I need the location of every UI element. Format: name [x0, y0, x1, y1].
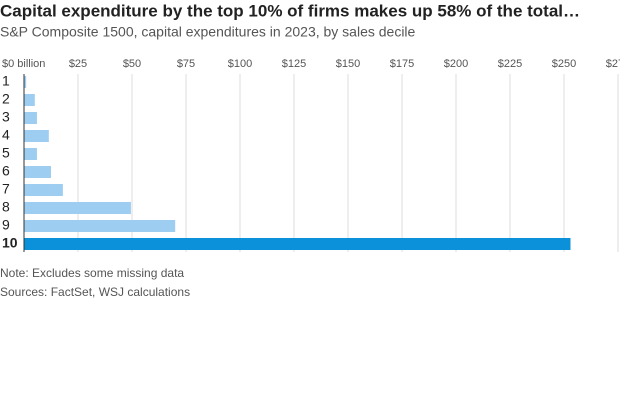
x-tick-label: $200: [444, 58, 468, 70]
x-tick-label: $50: [123, 58, 141, 70]
chart-title: Capital expenditure by the top 10% of fi…: [0, 1, 580, 20]
y-tick-label: 7: [2, 181, 10, 197]
bar: [24, 220, 176, 232]
y-tick-label: 10: [2, 235, 18, 251]
bar: [24, 112, 37, 124]
note: Note: Excludes some missing data: [0, 266, 184, 280]
x-tick-label: $175: [390, 58, 414, 70]
y-tick-label: 4: [2, 127, 10, 143]
x-tick-label: $250: [552, 58, 576, 70]
y-tick-label: 3: [2, 109, 10, 125]
bar: [24, 202, 131, 214]
y-tick-label: 6: [2, 163, 10, 179]
y-tick-label: 8: [2, 199, 10, 215]
x-tick-label: $25: [69, 58, 87, 70]
bar: [24, 94, 35, 106]
y-tick-label: 9: [2, 217, 10, 233]
x-tick-label: $150: [336, 58, 360, 70]
x-tick-label: $275: [606, 58, 620, 70]
x-tick-label: $225: [498, 58, 522, 70]
bar: [24, 148, 37, 160]
y-tick-label: 5: [2, 145, 10, 161]
source: Sources: FactSet, WSJ calculations: [0, 285, 190, 299]
x-tick-label: $75: [177, 58, 195, 70]
bar: [24, 166, 51, 178]
x-tick-label: $0 billion: [2, 58, 45, 70]
bar: [24, 238, 571, 250]
y-tick-label: 1: [2, 73, 10, 89]
chart-subtitle: S&P Composite 1500, capital expenditures…: [0, 24, 416, 40]
x-tick-label: $100: [228, 58, 252, 70]
y-tick-label: 2: [2, 91, 10, 107]
bar: [24, 184, 63, 196]
x-tick-label: $125: [282, 58, 306, 70]
bar: [24, 130, 49, 142]
bar: [24, 76, 27, 88]
